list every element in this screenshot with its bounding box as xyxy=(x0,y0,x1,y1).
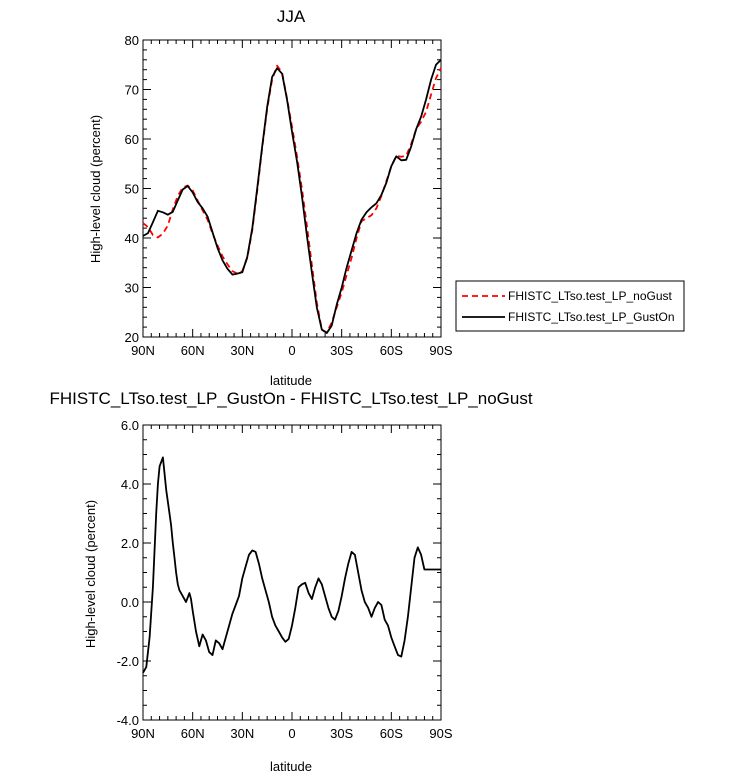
top-y-axis-label: High-level cloud (percent) xyxy=(88,115,103,263)
top-xtick-label: 60S xyxy=(380,343,403,358)
bottom-ytick-label: 6.0 xyxy=(121,418,139,433)
bottom-plot-frame xyxy=(142,424,442,721)
top-xtick-label: 60N xyxy=(181,343,205,358)
bottom-xtick-label: 30N xyxy=(230,726,254,741)
legend-box xyxy=(455,280,685,332)
top-xtick-label: 0 xyxy=(288,343,295,358)
bottom-panel: 90N 60N 30N 0 30S 60S 90S -4.0 -2.0 0.0 2.0 4.0 6.0 xyxy=(117,418,453,741)
top-ytick-label: 60 xyxy=(125,132,139,147)
top-ytick-label: 50 xyxy=(125,182,139,197)
top-xtick-label: 90N xyxy=(131,343,155,358)
legend: FHISTC_LTso.test_LP_noGust FHISTC_LTso.t… xyxy=(455,280,685,332)
bottom-ytick-label: -2.0 xyxy=(117,654,139,669)
bottom-y-axis-label: High-level cloud (percent) xyxy=(83,500,98,648)
top-ytick-label: 40 xyxy=(125,231,139,246)
top-ytick-label: 30 xyxy=(125,281,139,296)
bottom-xtick-label: 60N xyxy=(181,726,205,741)
top-chart-title: JJA xyxy=(277,7,306,26)
top-xtick-label: 30N xyxy=(230,343,254,358)
bottom-xtick-label: 0 xyxy=(288,726,295,741)
bottom-ytick-label: 2.0 xyxy=(121,536,139,551)
top-plot-frame xyxy=(142,39,442,338)
bottom-xtick-label: 90N xyxy=(131,726,155,741)
top-xtick-label: 30S xyxy=(330,343,353,358)
bottom-x-axis-label: latitude xyxy=(270,759,312,774)
bottom-chart-title: FHISTC_LTso.test_LP_GustOn - FHISTC_LTso… xyxy=(49,389,532,408)
top-series-line-1 xyxy=(142,59,442,334)
bottom-ytick-label: 4.0 xyxy=(121,477,139,492)
top-ytick-label: 80 xyxy=(125,33,139,48)
top-ytick-label: 20 xyxy=(125,330,139,345)
legend-label-guston: FHISTC_LTso.test_LP_GustOn xyxy=(508,310,675,324)
top-series-line-0 xyxy=(142,64,442,334)
bottom-xtick-label: 90S xyxy=(429,726,452,741)
top-ytick-label: 70 xyxy=(125,83,139,98)
legend-label-nogust: FHISTC_LTso.test_LP_noGust xyxy=(508,289,673,303)
bottom-ytick-label: -4.0 xyxy=(117,713,139,728)
top-x-axis-label: latitude xyxy=(270,373,312,388)
top-xtick-label: 90S xyxy=(429,343,452,358)
bottom-xtick-label: 60S xyxy=(380,726,403,741)
top-panel: 90N 60N 30N 0 30S 60S 90S 20 30 40 50 60 70 80 xyxy=(125,33,453,358)
bottom-ytick-label: 0.0 xyxy=(121,595,139,610)
bottom-xtick-label: 30S xyxy=(330,726,353,741)
bottom-series-line-0 xyxy=(142,456,441,674)
